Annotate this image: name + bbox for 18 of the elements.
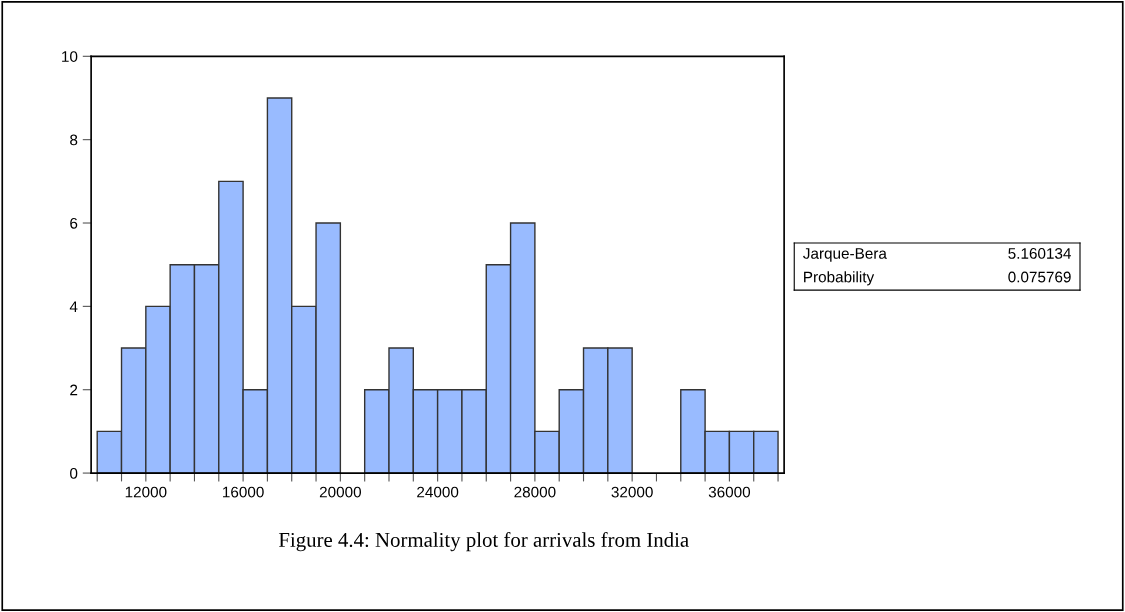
text: Jarque-Bera [803,248,887,262]
y-tick-label: 0 [70,467,78,479]
text: 0.075769 [1008,271,1071,283]
x-tick-label: 16000 [223,486,264,498]
x-tick-label: 24000 [417,486,459,498]
y-tick-label: 10 [62,51,78,62]
x-tick-label: 36000 [708,486,751,498]
x-tick-label: 20000 [319,486,362,498]
y-tick-label: 4 [69,301,78,312]
text: Probability [804,271,875,286]
y-tick-label: 8 [70,134,78,146]
x-tick-label: 12000 [125,486,167,498]
text: 5.160134 [1008,248,1071,259]
x-tick-label: 32000 [611,486,653,498]
x-tick-label: 28000 [514,486,556,498]
text: Figure 4.4: Normality plot for arrivals from India [278,532,689,552]
y-tick-label: 2 [70,384,78,396]
y-tick-label: 6 [70,217,78,229]
